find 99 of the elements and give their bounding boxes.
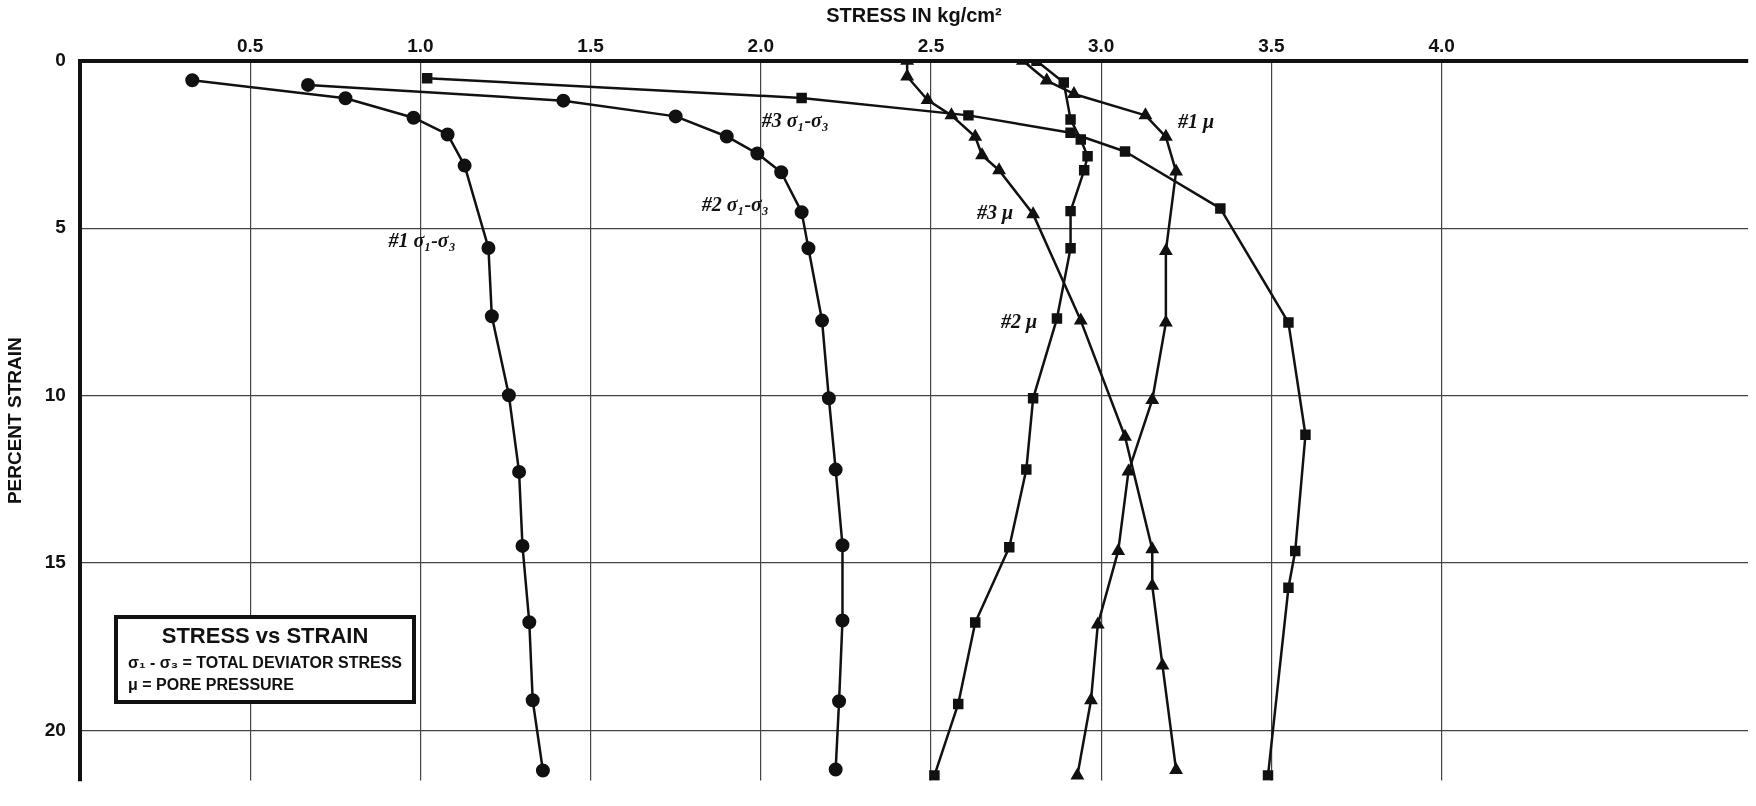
point [975, 148, 989, 160]
point [1040, 73, 1053, 85]
point [921, 92, 934, 104]
point [1156, 658, 1169, 670]
point [796, 92, 807, 104]
point [835, 538, 850, 553]
y-tick-label: 10 [44, 383, 66, 405]
point [1065, 205, 1076, 217]
point [1159, 315, 1173, 327]
point [1065, 243, 1076, 254]
point [1082, 150, 1093, 162]
point [457, 158, 472, 173]
y-tick-label: 15 [44, 551, 67, 573]
point [1139, 108, 1152, 120]
x-tick-label: 3.5 [1258, 34, 1286, 56]
point [1071, 768, 1084, 780]
series-label: #3 μ [976, 201, 1014, 225]
y-tick-label: 0 [55, 49, 66, 71]
point [719, 129, 734, 144]
point [1122, 464, 1135, 476]
y-axis-title: PERCENT STRAIN [3, 337, 25, 505]
point [1074, 313, 1087, 325]
point [1091, 617, 1104, 629]
point [1112, 543, 1125, 555]
point [1058, 77, 1069, 88]
point [1027, 393, 1039, 404]
point [992, 163, 1006, 175]
point [774, 165, 789, 180]
point [821, 391, 836, 406]
point [832, 694, 847, 709]
x-tick-label: 1.5 [577, 34, 605, 56]
point [1283, 317, 1294, 328]
point [1159, 129, 1173, 141]
point [1146, 578, 1159, 590]
point [535, 763, 550, 778]
point [512, 464, 527, 479]
point [1021, 464, 1032, 475]
point [515, 538, 530, 553]
point [1119, 146, 1131, 157]
point [668, 109, 683, 124]
y-tick-label: 20 [44, 718, 66, 740]
point [952, 698, 964, 710]
x-tick-label: 2.0 [747, 34, 774, 56]
point [1169, 762, 1183, 774]
x-axis-title: STRESS IN kg/cm² [826, 3, 1003, 26]
point [1300, 429, 1311, 440]
point [750, 146, 765, 161]
point [794, 205, 809, 220]
point [1262, 770, 1274, 781]
point [421, 72, 433, 84]
point [970, 617, 981, 628]
annotation: μ = PORE PRESSURE [128, 675, 295, 695]
point [963, 110, 974, 121]
text: STRESS vs STRAIN [160, 623, 370, 649]
point [1283, 582, 1294, 593]
point [1146, 542, 1159, 554]
series-label: #2 μ [999, 309, 1038, 333]
point [525, 693, 540, 708]
point [801, 241, 816, 256]
x-tick-label: 0.5 [236, 34, 264, 56]
point [440, 127, 455, 142]
point [301, 77, 316, 92]
annotation: σ₁ - σ₃ = TOTAL DEVIATOR STRESS [128, 653, 403, 673]
point [828, 762, 843, 777]
point [815, 313, 830, 328]
point [1169, 164, 1183, 176]
x-tick-label: 1.0 [407, 34, 434, 56]
point [828, 462, 843, 477]
point [1067, 86, 1081, 98]
point [501, 388, 516, 403]
x-tick-label: 2.5 [917, 34, 945, 56]
point [1290, 545, 1301, 557]
series-label: #1 μ [1176, 109, 1214, 133]
series-label: #3 σ₁-σ₃ [760, 109, 829, 132]
x-tick-label: 4.0 [1428, 34, 1455, 56]
point [338, 91, 353, 106]
point [1078, 165, 1090, 176]
point [522, 615, 537, 630]
point [1051, 313, 1063, 324]
point [185, 73, 200, 88]
point [929, 770, 940, 781]
point [900, 69, 914, 81]
point [1065, 127, 1076, 139]
point [406, 110, 421, 125]
point [556, 93, 571, 108]
point [1004, 542, 1015, 553]
y-tick-label: 5 [55, 216, 67, 238]
point [1026, 207, 1040, 219]
point [1065, 114, 1076, 125]
point [484, 309, 499, 324]
point [1215, 203, 1226, 214]
point [1118, 429, 1132, 441]
point [481, 240, 496, 255]
x-tick-label: 3.0 [1087, 34, 1115, 56]
point [835, 613, 850, 628]
point [969, 129, 982, 141]
point [1084, 693, 1098, 705]
point [1146, 392, 1159, 404]
point [1159, 243, 1173, 255]
